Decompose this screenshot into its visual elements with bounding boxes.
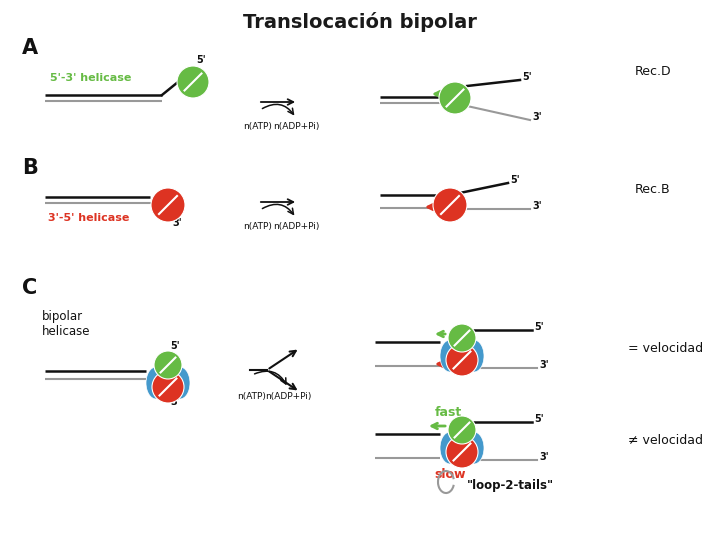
Text: 3': 3'	[532, 112, 541, 122]
Ellipse shape	[464, 432, 484, 464]
Circle shape	[433, 188, 467, 222]
Text: 5'-3' helicase: 5'-3' helicase	[50, 73, 131, 83]
Text: 5': 5'	[534, 322, 544, 332]
Text: n(ATP): n(ATP)	[238, 392, 266, 401]
Ellipse shape	[464, 340, 484, 372]
Text: n(ATP): n(ATP)	[243, 222, 272, 231]
Circle shape	[151, 188, 185, 222]
Text: 3': 3'	[539, 452, 549, 462]
Text: 3': 3'	[170, 397, 179, 407]
Text: = velocidad: = velocidad	[628, 341, 703, 354]
Text: 5': 5'	[510, 175, 520, 185]
Text: 5': 5'	[522, 72, 531, 82]
Text: "loop-2-tails": "loop-2-tails"	[467, 480, 554, 492]
Text: n(ATP): n(ATP)	[243, 122, 272, 131]
Text: 5': 5'	[534, 414, 544, 424]
Text: Rec.D: Rec.D	[635, 65, 672, 78]
Circle shape	[152, 371, 184, 403]
Circle shape	[446, 344, 478, 376]
Circle shape	[448, 416, 476, 444]
Text: 3': 3'	[539, 360, 549, 370]
Text: Rec.B: Rec.B	[635, 183, 670, 196]
Text: 3': 3'	[532, 201, 541, 211]
Text: 3'-5' helicase: 3'-5' helicase	[48, 213, 130, 223]
Ellipse shape	[440, 340, 460, 372]
Text: slow: slow	[434, 468, 466, 481]
Text: n(ADP+Pi): n(ADP+Pi)	[265, 392, 311, 401]
Circle shape	[154, 351, 182, 379]
Text: ≠ velocidad: ≠ velocidad	[628, 434, 703, 447]
Text: 5': 5'	[196, 55, 206, 65]
Text: bipolar
helicase: bipolar helicase	[42, 310, 91, 338]
Circle shape	[448, 324, 476, 352]
Circle shape	[177, 66, 209, 98]
Ellipse shape	[440, 432, 460, 464]
Text: 5': 5'	[170, 341, 179, 351]
Text: 3': 3'	[172, 218, 181, 228]
Text: A: A	[22, 38, 38, 58]
Ellipse shape	[146, 367, 166, 399]
Text: Translocación bipolar: Translocación bipolar	[243, 12, 477, 32]
Text: fast: fast	[434, 406, 462, 419]
Circle shape	[439, 82, 471, 114]
Text: n(ADP+Pi): n(ADP+Pi)	[273, 222, 319, 231]
Circle shape	[446, 436, 478, 468]
Text: B: B	[22, 158, 38, 178]
Text: C: C	[22, 278, 37, 298]
Text: n(ADP+Pi): n(ADP+Pi)	[273, 122, 319, 131]
Ellipse shape	[170, 367, 190, 399]
